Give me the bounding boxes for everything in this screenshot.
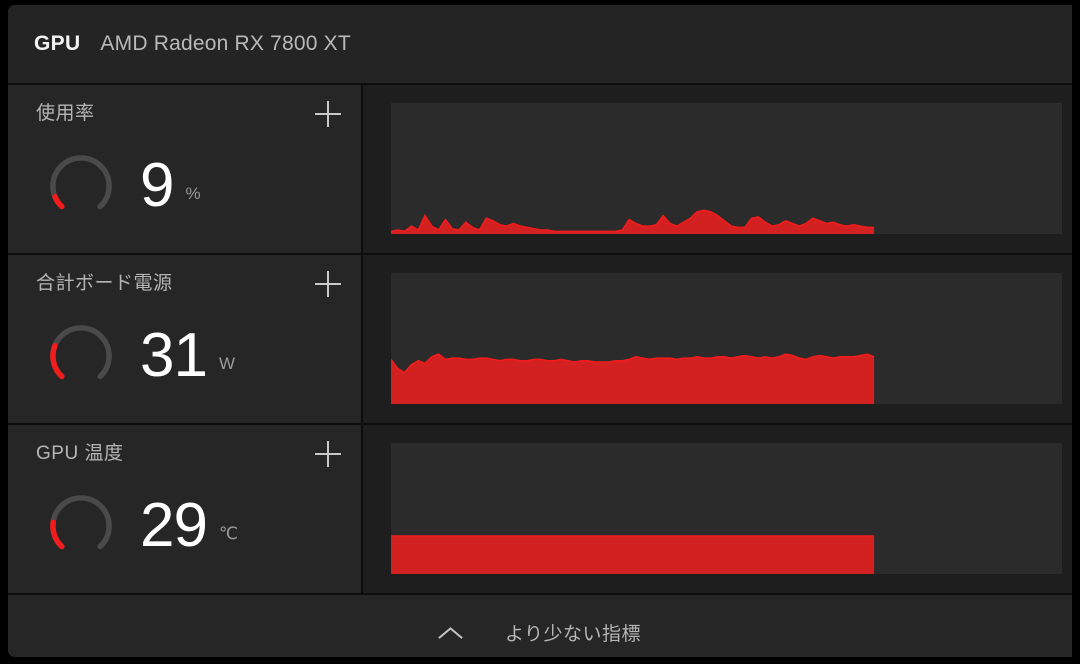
add-metric-2-icon[interactable] xyxy=(315,441,341,467)
metric-summary: 使用率 9 % xyxy=(8,85,363,253)
metric-unit: % xyxy=(185,184,201,203)
metric-summary: 合計ボード電源 31 W xyxy=(8,255,363,423)
metric-sparkline xyxy=(391,273,1062,404)
gauge-dial xyxy=(50,495,112,550)
metric-value: 29 xyxy=(140,491,208,560)
metric-plot-area xyxy=(391,443,1062,574)
metric-label: GPU 温度 xyxy=(36,443,124,464)
metric-list: 使用率 9 % 合計ボード電源 xyxy=(8,85,1072,595)
metric-graph-2[interactable] xyxy=(363,425,1072,593)
fewer-metrics-label: より少ない指標 xyxy=(504,623,642,645)
metric-readout: 31 W xyxy=(36,317,361,395)
gauge-dial xyxy=(50,155,112,210)
metric-sparkline xyxy=(391,443,1062,574)
metric-row-2: GPU 温度 29 ℃ xyxy=(8,425,1072,595)
metric-readout: 9 % xyxy=(36,147,361,225)
metric-sparkline xyxy=(391,103,1062,234)
metric-readout: 29 ℃ xyxy=(36,487,361,565)
gauge-dial xyxy=(50,325,112,380)
metric-label: 合計ボード電源 xyxy=(36,273,173,294)
device-type-label: GPU xyxy=(34,32,81,55)
metric-label: 使用率 xyxy=(36,103,95,124)
device-model-label: AMD Radeon RX 7800 XT xyxy=(100,32,351,55)
metric-unit: ℃ xyxy=(218,524,239,543)
add-metric-1-icon[interactable] xyxy=(315,271,341,297)
metric-value: 9 xyxy=(140,151,174,220)
metric-graph-1[interactable] xyxy=(363,255,1072,423)
metric-plot-area xyxy=(391,273,1062,404)
chevron-up-icon xyxy=(439,619,465,645)
metric-value: 31 xyxy=(140,321,208,390)
device-header: GPU AMD Radeon RX 7800 XT xyxy=(8,5,1072,85)
metric-summary: GPU 温度 29 ℃ xyxy=(8,425,363,593)
metric-row-0: 使用率 9 % xyxy=(8,85,1072,255)
gpu-monitor-window: GPU AMD Radeon RX 7800 XT 使用率 9 % xyxy=(8,5,1072,657)
fewer-metrics-inner: より少ない指標 xyxy=(439,619,641,646)
metric-graph-0[interactable] xyxy=(363,85,1072,253)
metric-unit: W xyxy=(218,354,236,373)
metric-plot-area xyxy=(391,103,1062,234)
fewer-metrics-button[interactable]: より少ない指標 xyxy=(8,595,1072,657)
metric-row-1: 合計ボード電源 31 W xyxy=(8,255,1072,425)
add-metric-0-icon[interactable] xyxy=(315,101,341,127)
